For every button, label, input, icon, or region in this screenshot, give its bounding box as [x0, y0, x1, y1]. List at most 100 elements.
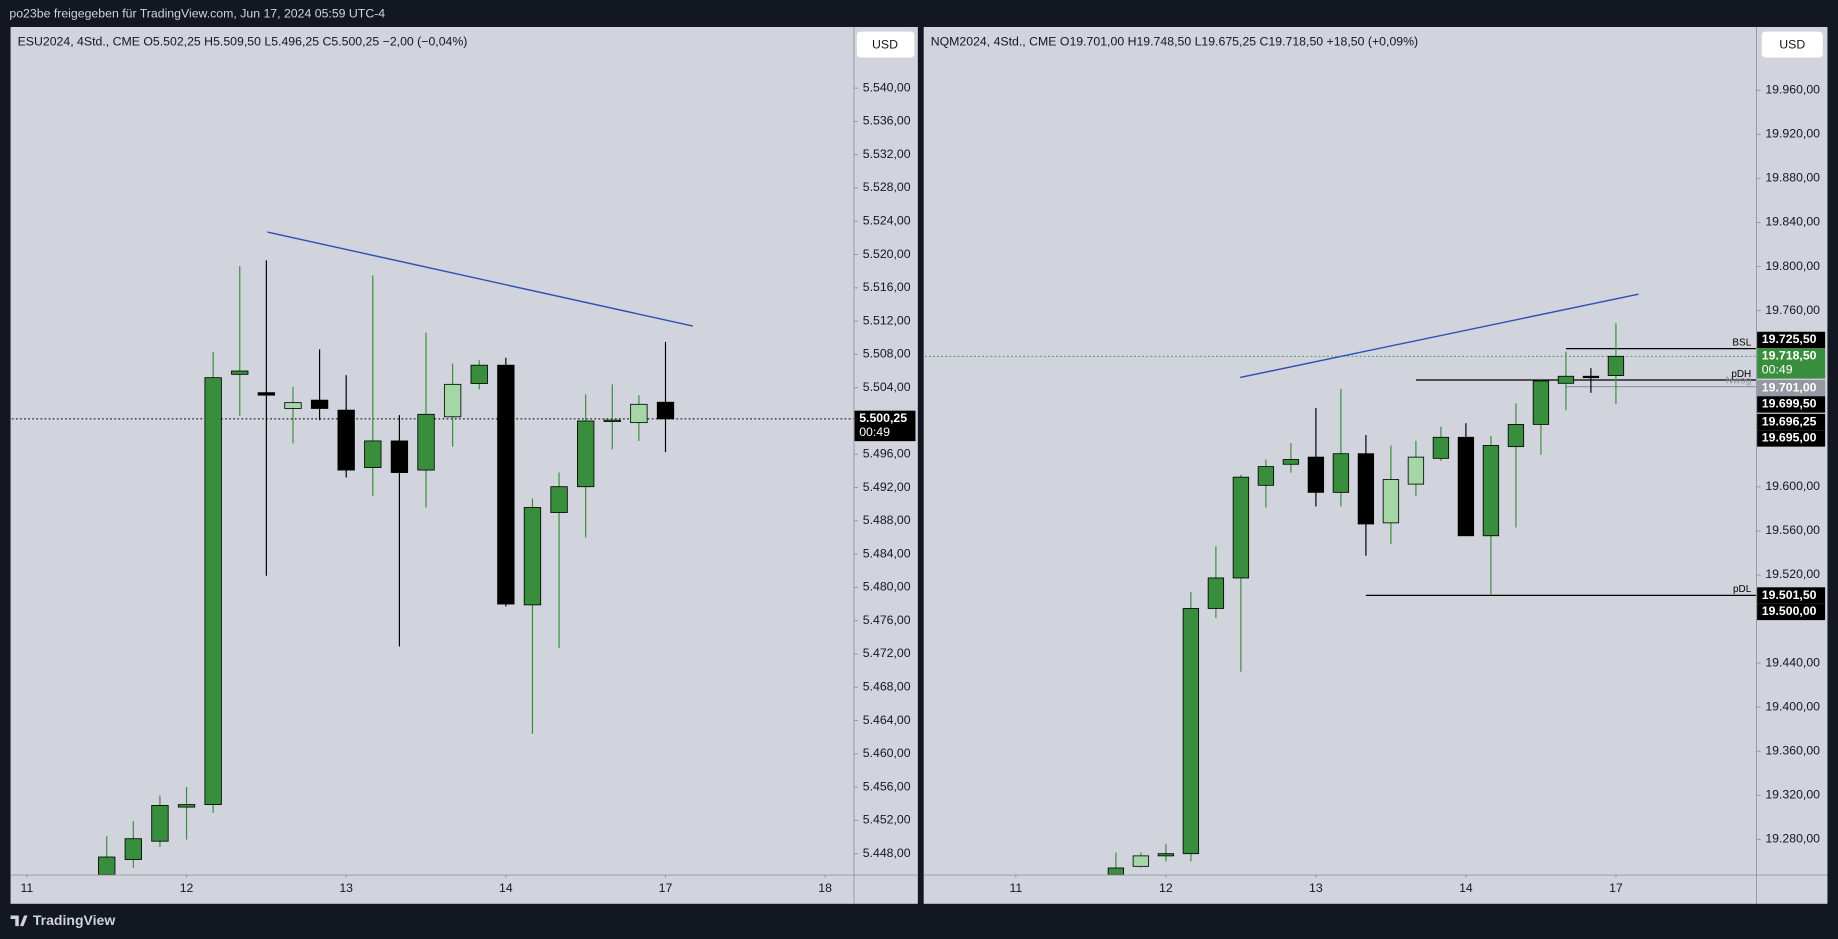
price-tag-label: 19.725,50	[1762, 332, 1817, 346]
countdown: 00:49	[859, 425, 890, 439]
currency-button[interactable]	[1761, 31, 1823, 58]
candle-body	[656, 401, 675, 420]
x-tick-label: 13	[1309, 881, 1323, 895]
y-tick-label: 5.536,00	[863, 114, 911, 128]
price-tag-label: 19.696,25	[1762, 414, 1817, 428]
y-tick-label: 5.456,00	[863, 779, 911, 793]
plot	[11, 231, 854, 875]
y-tick-label: 19.760,00	[1765, 303, 1820, 317]
candle-body	[1557, 375, 1575, 384]
candle-body	[443, 383, 462, 418]
y-tick-label: 5.476,00	[863, 613, 911, 627]
y-tick-label: 19.560,00	[1765, 523, 1820, 537]
candle-body	[497, 364, 515, 605]
y-tick-label: 19.800,00	[1765, 259, 1820, 273]
candle-body	[417, 413, 435, 471]
candle-body	[1257, 466, 1275, 486]
level-label: pDL	[1733, 584, 1752, 595]
x-tick-label: 11	[21, 881, 34, 895]
candle-body	[1507, 423, 1525, 448]
x-tick-label: 13	[339, 881, 353, 895]
share-info: po23be freigegeben für TradingView.com, …	[9, 6, 385, 20]
y-tick-label: 19.360,00	[1765, 743, 1820, 757]
x-tick-label: 12	[1159, 881, 1173, 895]
currency: USD	[872, 37, 898, 51]
y-tick-label: 19.400,00	[1765, 699, 1820, 713]
candle-body	[337, 409, 355, 471]
candle-body	[1532, 380, 1550, 425]
candle-body	[577, 420, 595, 488]
brand: TradingView	[33, 912, 116, 928]
candle-body	[1382, 479, 1400, 524]
currency-button[interactable]	[856, 31, 915, 58]
countdown: 00:49	[1762, 363, 1793, 377]
candle-body	[550, 486, 568, 513]
last-price-label: 19.718,50	[1762, 349, 1817, 363]
candle-body	[1457, 436, 1475, 537]
candle-body	[98, 856, 116, 875]
y-tick-label: 19.600,00	[1765, 479, 1820, 493]
price-tag	[1757, 430, 1826, 447]
candle-body	[364, 440, 382, 468]
pane-right	[923, 26, 1828, 904]
trendline	[1239, 293, 1639, 379]
candle-body	[390, 440, 409, 473]
candle-body	[1182, 608, 1200, 855]
candle-body	[603, 419, 621, 422]
y-tick-label: 5.496,00	[863, 446, 911, 460]
price-tag-label: 19.500,00	[1762, 604, 1817, 618]
candle-body	[1157, 853, 1175, 857]
candle-body	[257, 392, 276, 396]
x-tick-label: 17	[1609, 881, 1623, 895]
candle-body	[1432, 436, 1450, 459]
y-tick-label: 5.460,00	[863, 746, 911, 760]
y-tick-label: 5.532,00	[863, 147, 911, 161]
legend: ESU2024, 4Std., CME O5.502,25 H5.509,50 …	[18, 34, 468, 48]
price-tag-label: 19.695,00	[1762, 431, 1817, 445]
candle-body	[124, 838, 142, 860]
x-tick-label: 11	[1009, 881, 1022, 895]
x-tick-label: 14	[1459, 881, 1473, 895]
price-tag-label: 19.501,50	[1762, 588, 1817, 602]
y-tick-label: 5.520,00	[863, 247, 911, 261]
y-tick-label: 19.880,00	[1765, 171, 1820, 185]
y-tick-label: 19.280,00	[1765, 832, 1820, 846]
candle-body	[177, 804, 196, 808]
y-tick-label: 5.508,00	[863, 347, 911, 361]
y-tick-label: 5.504,00	[863, 380, 911, 394]
y-tick-label: 5.516,00	[863, 280, 911, 294]
candle-body	[630, 403, 648, 424]
trendline	[267, 231, 694, 327]
candle-body	[1132, 855, 1150, 867]
candle-body	[1307, 456, 1325, 493]
y-tick-label: 5.528,00	[863, 180, 911, 194]
candle-body	[231, 370, 249, 375]
price-tag	[1757, 379, 1826, 397]
y-tick-label: 5.480,00	[863, 580, 911, 594]
price-tag	[1757, 396, 1826, 413]
y-tick-label: 5.448,00	[863, 846, 911, 860]
y-tick-label: 5.472,00	[863, 646, 911, 660]
y-tick-label: 19.440,00	[1765, 655, 1820, 669]
level-label: Nwog	[1726, 375, 1751, 386]
candle-body	[1607, 355, 1625, 377]
last-price-tag	[854, 410, 916, 442]
price-tag-label: 19.701,00	[1762, 380, 1817, 394]
candle-body	[1232, 476, 1250, 579]
candle-body	[470, 364, 488, 384]
y-tick-label: 5.484,00	[863, 546, 911, 560]
candle-body	[1207, 577, 1225, 609]
level-label: pDH	[1731, 369, 1751, 380]
y-tick-label: 5.468,00	[863, 680, 911, 694]
legend: NQM2024, 4Std., CME O19.701,00 H19.748,5…	[931, 34, 1418, 48]
plot	[924, 293, 1756, 875]
candle-body	[1582, 375, 1600, 379]
x-tick-label: 18	[818, 881, 832, 895]
price-tag	[1757, 331, 1826, 349]
y-tick-label: 5.540,00	[863, 80, 911, 94]
candle-body	[523, 507, 542, 606]
y-tick-label: 5.452,00	[863, 813, 911, 827]
candle-body	[310, 399, 329, 409]
